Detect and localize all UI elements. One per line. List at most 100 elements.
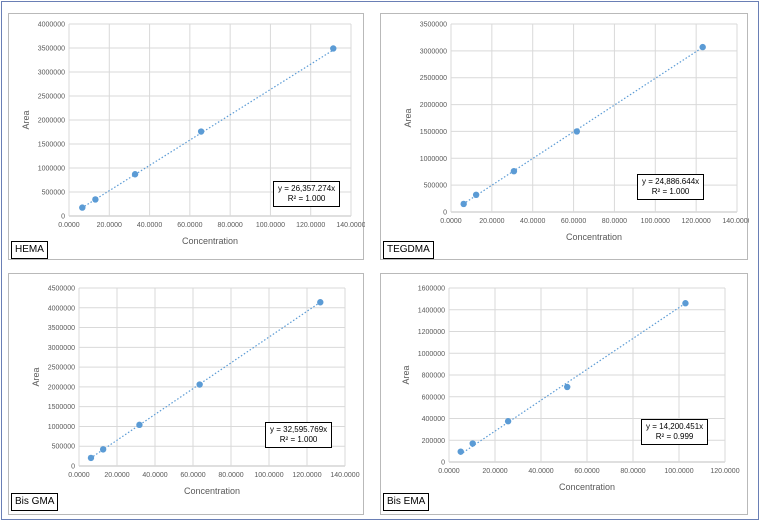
bis-gma-x-tick-label: 40.0000 xyxy=(142,472,167,479)
bis-gma-x-tick-label: 20.0000 xyxy=(104,472,129,479)
bis-ema-x-tick-label: 100.0000 xyxy=(664,468,693,475)
hema-y-tick-label: 1500000 xyxy=(38,142,65,149)
tegdma-data-point xyxy=(510,167,518,175)
bis-ema-x-tick-label: 60.0000 xyxy=(574,468,599,475)
tegdma-data-point xyxy=(460,200,467,208)
chart-bis-gma: 0 500000 1000000 1500000 2000000 2500000 30000… xyxy=(8,273,364,515)
chart-bis-ema-plot: 0 200000 400000 600000 800000 1000000 1200000 1… xyxy=(401,286,740,493)
bis-gma-data-point xyxy=(87,454,95,462)
tegdma-y-tick-label: 500000 xyxy=(424,183,447,190)
hema-x-tick-label: 40.0000 xyxy=(137,222,162,229)
hema-x-tick-label: 80.0000 xyxy=(217,222,242,229)
bis-gma-x-tick-label: 120.0000 xyxy=(292,472,321,479)
tegdma-r2-text: R² = 1.000 xyxy=(651,187,690,196)
hema-trendline xyxy=(81,48,335,209)
chart-bis-ema: 0 200000 400000 600000 800000 1000000 1200000 1… xyxy=(380,273,748,515)
bis-ema-y-tick-label: 1200000 xyxy=(418,329,445,336)
bis-gma-trendline-equation: y = 32,595.769x R² = 1.000 xyxy=(265,422,333,448)
tegdma-data-point xyxy=(699,43,706,51)
tegdma-x-tick-label: 80.0000 xyxy=(602,218,627,225)
tegdma-trendline-equation: y = 24,886.644x R² = 1.000 xyxy=(637,174,705,200)
hema-y-tick-label: 0 xyxy=(61,214,65,221)
bis-ema-y-tick-label: 1400000 xyxy=(418,307,445,314)
tegdma-x-tick-label: 100.0000 xyxy=(641,218,670,225)
bis-ema-label: Bis EMA xyxy=(383,493,430,511)
bis-gma-y-tick-label: 4500000 xyxy=(48,286,75,293)
bis-gma-y-tick-label: 1500000 xyxy=(48,404,75,411)
bis-ema-data-point xyxy=(504,418,512,425)
bis-gma-equation-text: y = 32,595.769x xyxy=(270,425,328,434)
chart-hema-plot: 0 500000 1000000 1500000 2000000 2500000 30000… xyxy=(21,22,365,247)
tegdma-x-tick-label: 20.0000 xyxy=(479,218,504,225)
hema-x-tick-label: 120.0000 xyxy=(296,222,325,229)
tegdma-y-tick-label: 2000000 xyxy=(420,102,447,109)
tegdma-x-axis-title: Concentration xyxy=(566,232,622,242)
bis-ema-trendline-equation: y = 14,200.451x R² = 0.999 xyxy=(641,419,709,445)
tegdma-x-tick-label: 0.0000 xyxy=(440,218,462,225)
bis-ema-data-point xyxy=(469,440,476,447)
hema-x-tick-label: 140.0000 xyxy=(336,222,365,229)
bis-ema-x-tick-label: 0.0000 xyxy=(438,468,460,475)
bis-ema-data-point xyxy=(682,300,689,307)
bis-ema-y-tick-label: 600000 xyxy=(422,394,445,401)
bis-gma-y-axis-title: Area xyxy=(31,367,41,386)
bis-gma-r2-text: R² = 1.000 xyxy=(279,435,318,444)
bis-ema-x-tick-label: 80.0000 xyxy=(620,468,645,475)
chart-hema: 0 500000 1000000 1500000 2000000 2500000 30000… xyxy=(8,13,365,260)
hema-r2-text: R² = 1.000 xyxy=(287,194,326,203)
hema-x-axis-title: Concentration xyxy=(182,236,238,246)
chart-bis-gma-plot: 0 500000 1000000 1500000 2000000 2500000 30000… xyxy=(31,286,360,497)
bis-ema-y-tick-label: 800000 xyxy=(422,373,445,380)
tegdma-x-tick-label: 140.0000 xyxy=(722,218,749,225)
hema-equation-text: y = 26,357.274x xyxy=(278,184,336,193)
hema-y-tick-label: 500000 xyxy=(42,190,65,197)
bis-ema-data-point xyxy=(457,448,464,455)
hema-y-tick-label: 2500000 xyxy=(38,94,65,101)
tegdma-y-tick-label: 2500000 xyxy=(420,75,447,82)
bis-ema-x-axis-title: Concentration xyxy=(559,482,615,492)
tegdma-y-tick-label: 3000000 xyxy=(420,48,447,55)
tegdma-y-axis-title: Area xyxy=(403,108,413,127)
hema-x-tick-label: 20.0000 xyxy=(97,222,122,229)
tegdma-y-tick-label: 3500000 xyxy=(420,22,447,29)
bis-ema-x-tick-label: 20.0000 xyxy=(482,468,507,475)
bis-gma-x-axis-title: Concentration xyxy=(184,486,240,496)
bis-gma-y-tick-label: 0 xyxy=(71,464,75,471)
bis-ema-equation-text: y = 14,200.451x xyxy=(646,422,704,431)
bis-ema-r2-text: R² = 0.999 xyxy=(655,432,694,441)
hema-label: HEMA xyxy=(11,241,48,259)
bis-gma-data-point xyxy=(99,446,107,453)
bis-gma-y-tick-label: 3500000 xyxy=(48,325,75,332)
bis-gma-y-tick-label: 3000000 xyxy=(48,345,75,352)
hema-data-point xyxy=(197,128,205,135)
bis-gma-x-tick-label: 0.0000 xyxy=(68,472,90,479)
hema-y-tick-label: 1000000 xyxy=(38,166,65,173)
bis-gma-x-tick-label: 140.0000 xyxy=(330,472,359,479)
bis-ema-y-tick-label: 1000000 xyxy=(418,351,445,358)
chart-tegdma: 0 500000 1000000 1500000 2000000 2500000 30000… xyxy=(380,13,749,260)
hema-y-tick-label: 4000000 xyxy=(38,22,65,29)
chart-tegdma-plot: 0 500000 1000000 1500000 2000000 2500000 30000… xyxy=(403,22,749,243)
bis-gma-data-point xyxy=(317,299,324,306)
tegdma-y-tick-label: 1000000 xyxy=(420,156,447,163)
bis-ema-x-tick-label: 40.0000 xyxy=(528,468,553,475)
tegdma-data-point xyxy=(573,128,581,135)
bis-gma-y-tick-label: 1000000 xyxy=(48,424,75,431)
hema-data-point xyxy=(79,204,86,211)
bis-ema-y-tick-label: 400000 xyxy=(422,416,445,423)
bis-ema-x-tick-label: 120.0000 xyxy=(710,468,739,475)
tegdma-label: TEGDMA xyxy=(383,241,434,259)
tegdma-x-tick-label: 120.0000 xyxy=(682,218,711,225)
hema-y-tick-label: 3000000 xyxy=(38,70,65,77)
hema-y-axis-title: Area xyxy=(21,110,31,129)
hema-y-tick-label: 3500000 xyxy=(38,46,65,53)
bis-ema-y-axis-title: Area xyxy=(401,365,411,384)
bis-gma-y-tick-label: 4000000 xyxy=(48,305,75,312)
bis-gma-y-tick-label: 2500000 xyxy=(48,365,75,372)
tegdma-trendline xyxy=(462,45,705,205)
tegdma-y-tick-label: 1500000 xyxy=(420,129,447,136)
tegdma-equation-text: y = 24,886.644x xyxy=(642,177,700,186)
bis-ema-y-tick-label: 200000 xyxy=(422,438,445,445)
bis-ema-data-point xyxy=(564,383,571,391)
